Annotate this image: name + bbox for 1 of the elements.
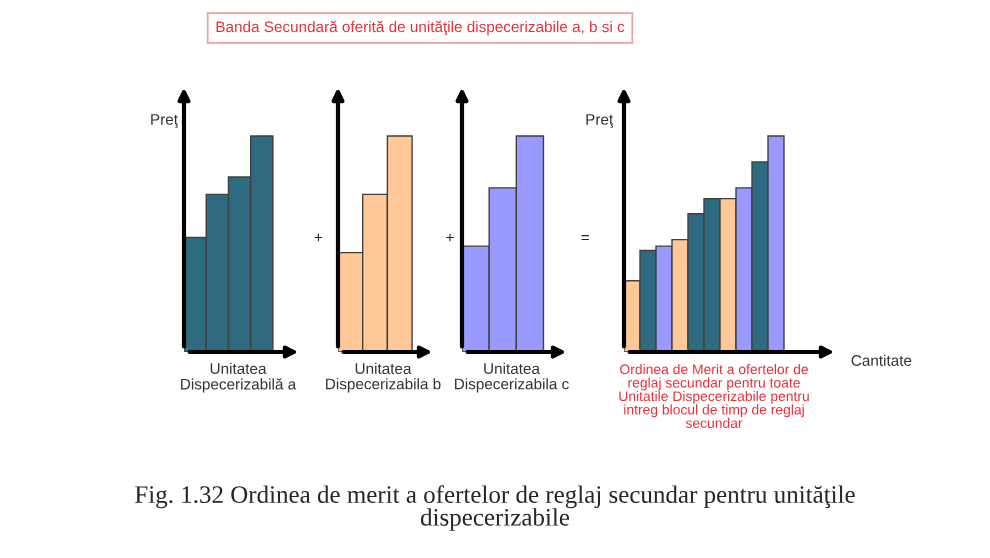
- caption: Fig. 1.32 Ordinea de merit a ofertelor de reglaj secundar pentru unităţile dispecerizabile: [135, 485, 855, 531]
